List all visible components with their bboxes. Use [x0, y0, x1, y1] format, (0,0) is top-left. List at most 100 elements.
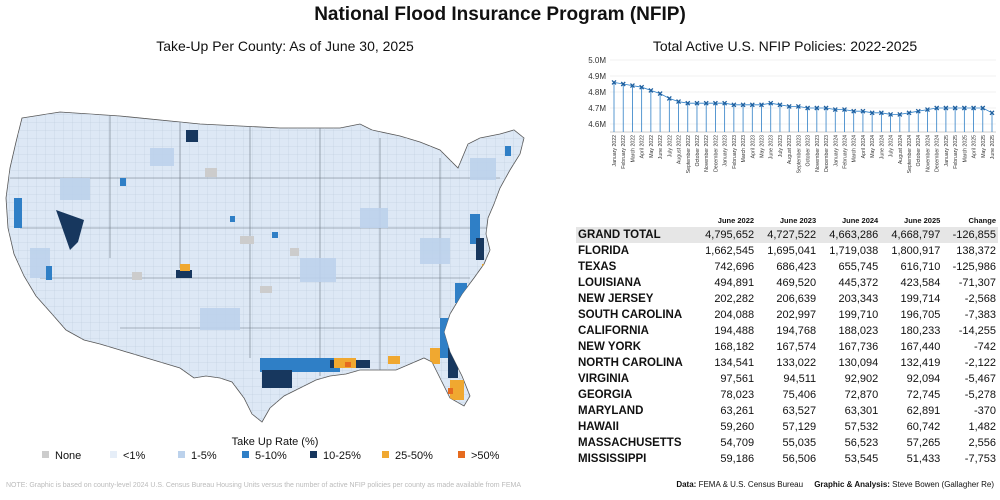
value-cell: 199,714	[900, 293, 941, 305]
x-tick-label: January 2022	[612, 135, 618, 167]
value-cell: -742	[973, 341, 996, 353]
x-tick-label: January 2023	[723, 135, 729, 167]
x-tick-label: December 2022	[713, 135, 719, 172]
x-tick-label: March 2025	[962, 135, 968, 163]
credit-data-label: Data:	[676, 480, 697, 489]
legend-item-none: None	[42, 450, 81, 462]
legend-item-10-25: 10-25%	[310, 450, 361, 462]
value-cell: 167,440	[900, 341, 941, 353]
value-cell: 655,745	[838, 261, 879, 273]
table-total-row: GRAND TOTAL 4,795,652 4,727,522 4,663,286 4,…	[576, 227, 998, 243]
legend-label: 5-10%	[255, 450, 287, 462]
value-cell: 167,574	[776, 341, 817, 353]
value-cell: -7,383	[964, 309, 996, 321]
map-fill-1-5	[30, 148, 496, 330]
value-cell: 1,695,041	[767, 245, 817, 257]
legend-swatch	[242, 451, 249, 458]
state-name-cell: FLORIDA	[578, 245, 630, 257]
data-point	[814, 105, 820, 111]
value-cell: 92,902	[844, 373, 879, 385]
table-header: Change	[968, 215, 996, 225]
state-name-cell: MARYLAND	[578, 405, 644, 417]
x-tick-label: July 2024	[889, 135, 895, 157]
x-tick-label: May 2022	[649, 135, 655, 158]
map-land	[5, 111, 525, 423]
value-cell: 188,023	[838, 325, 879, 337]
data-point	[749, 102, 755, 108]
credit-graphic-value: Steve Bowen (Gallagher Re)	[892, 480, 994, 489]
state-name-cell: GEORGIA	[578, 389, 633, 401]
value-cell: 56,506	[782, 453, 817, 465]
value-cell: 62,891	[906, 405, 941, 417]
value-cell: 206,639	[776, 293, 817, 305]
data-point	[869, 110, 875, 116]
value-cell: 742,696	[714, 261, 755, 273]
value-cell: 167,736	[838, 341, 879, 353]
x-tick-label: April 2023	[750, 135, 756, 158]
x-tick-label: June 2022	[658, 135, 664, 159]
value-cell: 194,488	[714, 325, 755, 337]
data-point	[777, 102, 783, 108]
data-point	[832, 107, 838, 113]
data-point	[989, 110, 995, 116]
legend-label: 1-5%	[191, 450, 217, 462]
legend-label: >50%	[471, 450, 500, 462]
x-tick-label: November 2024	[925, 135, 931, 172]
data-point	[878, 110, 884, 116]
data-point	[897, 111, 903, 117]
value-cell: 51,433	[906, 453, 941, 465]
value-cell: 138,372	[956, 245, 996, 257]
value-cell: 494,891	[714, 277, 755, 289]
data-point	[639, 84, 645, 90]
value-cell: 72,870	[844, 389, 879, 401]
value-cell: 57,532	[844, 421, 879, 433]
value-cell: 94,511	[783, 373, 817, 385]
value-cell: 132,419	[900, 357, 941, 369]
value-cell: 60,742	[906, 421, 941, 433]
table-row: CALIFORNIA 194,488 194,768 188,023 180,233 -1…	[576, 323, 998, 339]
map-fill-none	[132, 168, 299, 293]
value-cell: 59,260	[720, 421, 755, 433]
value-cell: -126,855	[942, 227, 998, 243]
credit-data-value: FEMA & U.S. Census Bureau	[698, 480, 804, 489]
table-row: SOUTH CAROLINA 204,088 202,997 199,710 196,7…	[576, 307, 998, 323]
data-point	[620, 81, 626, 87]
data-point	[657, 91, 663, 97]
value-cell: 168,182	[714, 341, 755, 353]
data-point	[851, 108, 857, 114]
state-name-cell: CALIFORNIA	[578, 325, 649, 337]
value-cell: 202,997	[776, 309, 817, 321]
x-tick-label: May 2024	[870, 135, 876, 158]
data-point	[805, 105, 811, 111]
value-cell: 59,186	[720, 453, 755, 465]
credit-graphic-label: Graphic & Analysis:	[814, 480, 890, 489]
table-header: June 2022	[717, 215, 755, 225]
value-cell: 4,668,797	[880, 227, 943, 243]
value-cell: 202,282	[714, 293, 755, 305]
value-cell: 203,343	[838, 293, 879, 305]
y-tick-label: 4.9M	[588, 72, 606, 81]
state-name-cell: NEW JERSEY	[578, 293, 654, 305]
table-row: MARYLAND 63,261 63,527 63,301 62,891 -370	[576, 403, 998, 419]
credits: Data: FEMA & U.S. Census Bureau Graphic …	[676, 480, 994, 489]
x-tick-label: January 2025	[944, 135, 950, 167]
value-cell: -5,278	[964, 389, 996, 401]
data-point	[611, 79, 617, 85]
data-point	[906, 110, 912, 116]
value-cell: 55,035	[782, 437, 817, 449]
table-header	[576, 215, 694, 227]
state-name-cell: SOUTH CAROLINA	[578, 309, 683, 321]
value-cell: 2,556	[968, 437, 996, 449]
x-tick-label: December 2023	[824, 135, 830, 172]
value-cell: 56,523	[844, 437, 879, 449]
x-tick-label: February 2022	[621, 135, 627, 169]
data-point	[943, 105, 949, 111]
data-point	[648, 87, 654, 93]
data-point	[703, 100, 709, 106]
legend-swatch	[382, 451, 389, 458]
value-cell: 4,727,522	[756, 227, 819, 243]
x-tick-label: February 2025	[953, 135, 959, 169]
x-tick-label: October 2023	[806, 135, 812, 167]
legend-swatch	[458, 451, 465, 458]
